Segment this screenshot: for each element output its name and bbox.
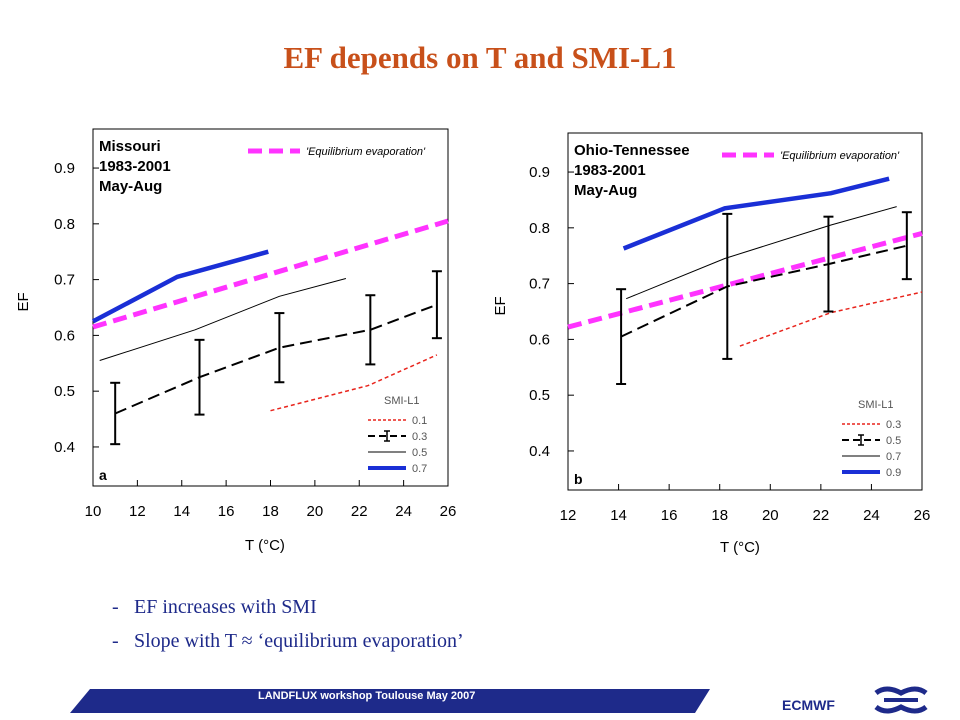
panel-letter: a (99, 467, 107, 483)
ecmwf-logo-icon (874, 686, 928, 714)
legend-label: 0.3 (412, 431, 427, 443)
y-tick-label: 0.9 (529, 164, 550, 181)
x-tick-label: 14 (610, 507, 627, 524)
footer-text: LANDFLUX workshop Toulouse May 2007 (258, 690, 476, 702)
series-line-red (739, 291, 923, 347)
legend-title: SMI-L1 (858, 399, 893, 411)
y-tick-label: 0.9 (54, 160, 75, 177)
legend-label: 0.5 (412, 447, 427, 459)
series-line-red (270, 354, 438, 412)
y-tick-label: 0.8 (529, 220, 550, 237)
x-tick-label: 20 (762, 507, 779, 524)
x-tick-label: 26 (914, 507, 931, 524)
footer-bar (70, 689, 710, 713)
series-line-blue (622, 176, 890, 251)
series-line-black-dash (620, 244, 908, 338)
region-label: 1983-2001 (99, 158, 171, 175)
x-tick-label: 16 (218, 503, 235, 520)
bullet-item: - EF increases with SMI (112, 590, 464, 624)
chart-missouri: 10 12 14 16 18 20 22 24 26 0.4 0.5 0.6 0.7 0.8 0.9 EF T … (15, 128, 457, 554)
y-tick-label: 0.6 (529, 331, 550, 348)
x-tick-label: 22 (813, 507, 830, 524)
series-line-blue (91, 249, 269, 324)
y-tick-label: 0.5 (54, 383, 75, 400)
y-tick-label: 0.4 (529, 443, 550, 460)
x-tick-label: 18 (262, 503, 279, 520)
y-tick-label: 0.8 (54, 216, 75, 233)
legend-label: 0.7 (412, 463, 427, 475)
x-tick-label: 14 (173, 503, 190, 520)
legend-eq-label: 'Equilibrium evaporation' (306, 146, 426, 158)
x-tick-label: 18 (711, 507, 728, 524)
panel-letter: b (574, 471, 583, 487)
legend-label: 0.9 (886, 467, 901, 479)
region-label: Ohio-Tennessee (574, 142, 690, 159)
series-line-thin (99, 278, 347, 361)
bullet-text: Slope with T ≈ ‘equilibrium evaporation’ (134, 630, 464, 652)
legend-label: 0.3 (886, 419, 901, 431)
y-tick-label: 0.5 (529, 387, 550, 404)
region-label: May-Aug (574, 182, 637, 199)
x-tick-label: 12 (129, 503, 146, 520)
bullet-dash: - (112, 630, 119, 652)
series-line-thin (626, 206, 897, 300)
y-axis-label: EF (15, 292, 32, 311)
x-tick-label: 24 (395, 503, 412, 520)
x-tick-label: 12 (560, 507, 577, 524)
slide-title: EF depends on T and SMI-L1 (283, 40, 677, 75)
y-tick-label: 0.6 (54, 327, 75, 344)
bullet-item: - Slope with T ≈ ‘equilibrium evaporation… (112, 624, 464, 658)
legend-title: SMI-L1 (384, 395, 419, 407)
legend-eq-label: 'Equilibrium evaporation' (780, 150, 900, 162)
y-tick-label: 0.7 (54, 272, 75, 289)
legend-label: 0.7 (886, 451, 901, 463)
bullet-dash: - (112, 596, 119, 618)
x-tick-label: 22 (351, 503, 368, 520)
y-tick-label: 0.7 (529, 276, 550, 293)
x-tick-label: 16 (661, 507, 678, 524)
bullet-list: - EF increases with SMI - Slope with T ≈ ‘… (112, 590, 464, 658)
series-line-eq (567, 230, 923, 330)
series-line-black-dash (114, 303, 438, 415)
x-axis-label: T (°C) (720, 539, 760, 556)
plot-frame (567, 132, 923, 491)
legend-label: 0.5 (886, 435, 901, 447)
region-label: 1983-2001 (574, 162, 646, 179)
x-tick-label: 26 (440, 503, 457, 520)
y-axis-label: EF (492, 296, 509, 315)
x-tick-label: 10 (85, 503, 102, 520)
x-tick-label: 24 (863, 507, 880, 524)
region-label: Missouri (99, 138, 161, 155)
region-label: May-Aug (99, 178, 162, 195)
legend-label: 0.1 (412, 415, 427, 427)
x-axis-label: T (°C) (245, 537, 285, 554)
org-name: ECMWF (782, 697, 835, 713)
chart-ohio-tennessee: 12 14 16 18 20 22 24 26 0.4 0.5 0.6 0.7 0.8 0.9 EF T (°… (492, 132, 931, 556)
bullet-text: EF increases with SMI (134, 596, 317, 618)
x-tick-label: 20 (307, 503, 324, 520)
y-tick-label: 0.4 (54, 439, 75, 456)
